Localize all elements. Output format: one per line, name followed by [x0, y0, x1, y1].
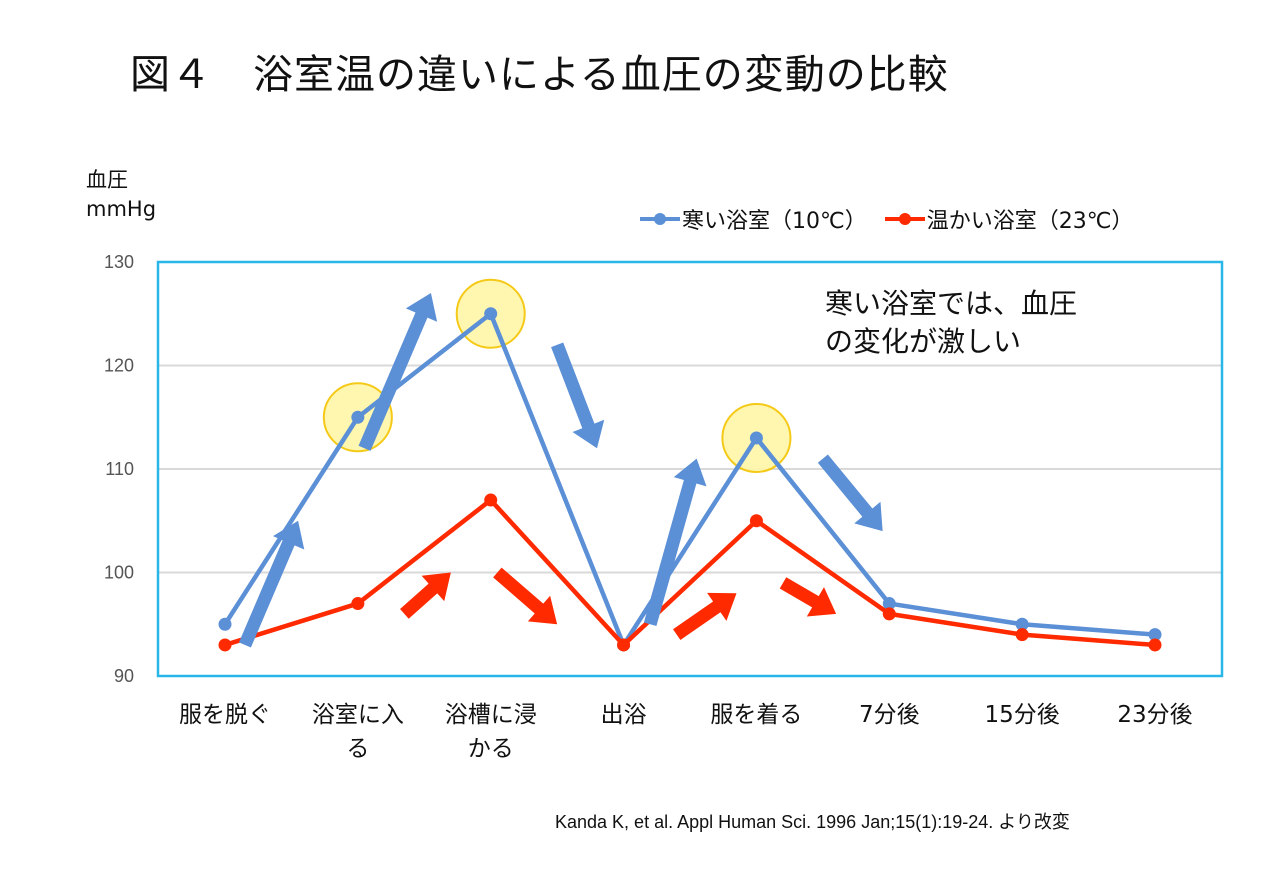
y-axis-label-line1: 血圧	[86, 168, 128, 192]
arrow-warm	[493, 567, 558, 625]
data-point-cold	[882, 597, 896, 611]
arrow-shape	[643, 458, 707, 627]
data-point-warm	[882, 607, 896, 621]
y-axis-unit: 血圧 mmHg	[86, 166, 156, 224]
y-tick-label: 110	[105, 459, 134, 479]
data-point-cold	[1015, 617, 1029, 631]
arrow-shape	[817, 454, 883, 532]
legend-label-warm: 温かい浴室（23℃）	[926, 209, 1134, 234]
arrow-shape	[493, 567, 558, 625]
legend-swatch-warm	[884, 212, 925, 226]
data-point-cold	[1148, 628, 1162, 642]
series-line-warm	[224, 497, 1156, 648]
y-tick-label: 100	[104, 563, 134, 583]
x-tick-label: る	[346, 736, 369, 762]
legend: 寒い浴室（10℃） 温かい浴室（23℃）	[640, 203, 1151, 235]
legend-item-warm: 温かい浴室（23℃）	[884, 203, 1134, 235]
data-point-cold	[749, 431, 763, 445]
arrow-cold	[551, 342, 605, 449]
x-tick-label: 服を着る	[710, 702, 802, 728]
x-tick-label: 23分後	[1117, 702, 1192, 728]
annotation: 寒い浴室では、血圧 の変化が激しい	[825, 285, 1077, 361]
data-point-warm	[1015, 628, 1029, 642]
x-tick-label: 出浴	[601, 702, 647, 728]
arrow-shape	[238, 520, 305, 648]
legend-swatch-cold	[640, 212, 680, 226]
legend-label-cold: 寒い浴室（10℃）	[682, 209, 867, 234]
y-axis-label-line2: mmHg	[86, 197, 157, 221]
data-point-cold	[218, 617, 232, 631]
annotation-line2: の変化が激しい	[825, 325, 1022, 358]
arrow-shape	[400, 572, 451, 619]
data-point-cold	[351, 410, 365, 424]
arrow-shape	[673, 592, 737, 640]
data-point-warm	[351, 597, 365, 611]
x-tick-label: 7分後	[859, 702, 920, 728]
x-tick-label: 15分後	[985, 702, 1060, 728]
data-point-warm	[218, 638, 232, 652]
arrow-shape	[358, 293, 438, 451]
data-point-warm	[1148, 638, 1162, 652]
y-tick-label: 120	[104, 356, 134, 376]
arrow-warm	[400, 572, 451, 619]
arrow-shape	[779, 577, 837, 617]
arrow-cold	[817, 454, 883, 532]
x-tick-label: 浴室に入	[312, 702, 404, 728]
y-tick-label: 130	[104, 252, 134, 272]
arrow-warm	[673, 592, 737, 640]
arrow-cold	[358, 293, 438, 451]
annotation-line1: 寒い浴室では、血圧	[825, 287, 1078, 320]
arrow-cold	[643, 458, 707, 627]
legend-item-cold: 寒い浴室（10℃）	[640, 203, 867, 235]
arrow-warm	[779, 577, 837, 617]
arrow-shape	[551, 342, 605, 449]
data-point-warm	[484, 493, 498, 507]
data-point-warm	[617, 638, 631, 652]
x-tick-label: 服を脱ぐ	[179, 702, 271, 728]
chart-title: 図４ 浴室温の違いによる血圧の変動の比較	[130, 52, 949, 98]
x-tick-label: かる	[468, 736, 514, 762]
plot-frame	[156, 260, 1224, 678]
source-citation: Kanda K, et al. Appl Human Sci. 1996 Jan…	[555, 812, 1070, 832]
x-tick-label: 浴槽に浸	[445, 702, 537, 728]
arrow-cold	[238, 520, 305, 648]
data-point-cold	[484, 307, 498, 321]
data-point-warm	[749, 514, 763, 528]
y-tick-label: 90	[114, 666, 134, 686]
